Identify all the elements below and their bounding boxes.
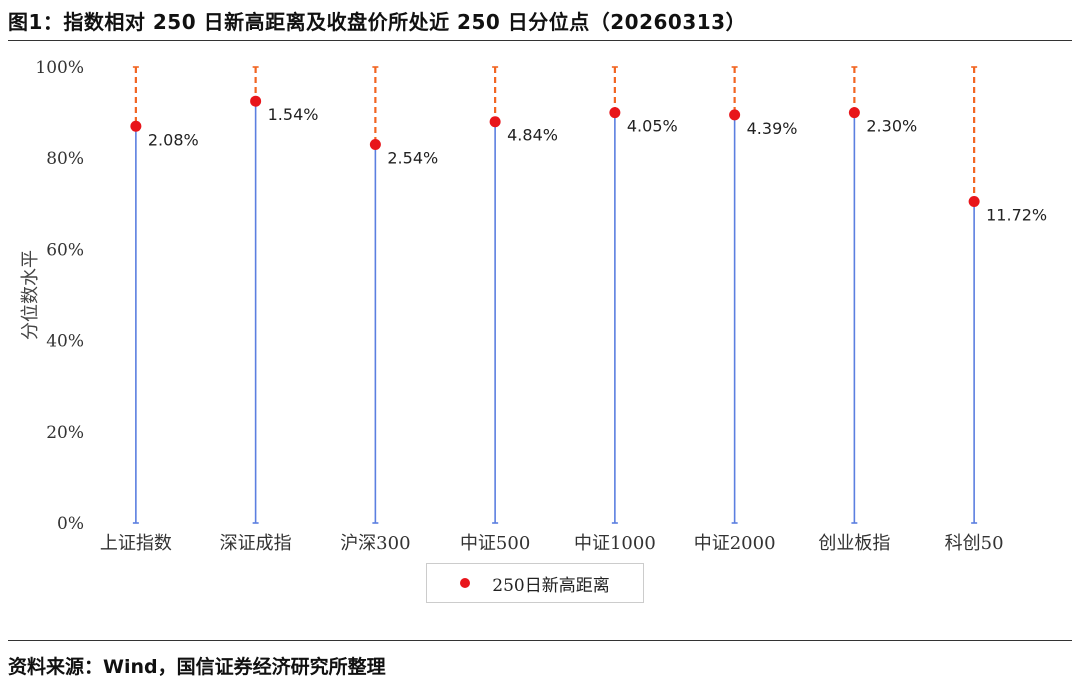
data-label: 2.30% [866,117,917,136]
x-tick-label: 中证1000 [574,533,656,554]
y-tick-label: 0% [57,514,84,534]
x-tick-label: 深证成指 [220,533,292,554]
data-point [369,139,381,151]
x-tick-label: 中证2000 [694,533,776,554]
data-label: 2.54% [387,149,438,168]
x-tick-label: 科创50 [945,533,1004,554]
y-tick-label: 80% [46,149,84,169]
lollipop-chart: 0% 20% 40% 60% 80% 100% 分位数水平 2.08% 上证指数 1.54% 深证成… [20,58,1047,554]
data-label: 4.84% [507,126,558,145]
data-label: 2.08% [148,130,199,149]
legend-marker [460,578,471,588]
data-point [729,109,741,121]
y-tick-label: 60% [46,240,84,260]
title-divider [8,40,1072,41]
data-point [848,107,860,119]
x-tick-label: 创业板指 [818,533,890,554]
data-label: 11.72% [986,206,1047,225]
y-tick-label: 20% [46,423,84,443]
data-point [968,196,980,208]
data-point [130,120,142,132]
data-label: 4.39% [747,119,798,138]
data-point [250,95,262,107]
x-tick-label: 中证500 [460,533,530,554]
data-label: 4.05% [627,117,678,136]
data-label: 1.54% [268,105,319,124]
figure-title: 图1：指数相对 250 日新高距离及收盘价所处近 250 日分位点（202603… [8,10,747,34]
y-tick-label: 40% [46,332,84,352]
x-tick-label: 上证指数 [100,533,172,554]
x-tick-label: 沪深300 [340,533,410,554]
source-divider [8,640,1072,641]
y-axis-label: 分位数水平 [20,250,41,340]
data-point [609,107,621,119]
chart-legend: 250日新高距离 [426,563,644,603]
data-point [489,116,501,128]
y-tick-label: 100% [35,58,84,78]
legend-label: 250日新高距离 [492,575,610,596]
source-note: 资料来源：Wind，国信证券经济研究所整理 [8,656,386,678]
